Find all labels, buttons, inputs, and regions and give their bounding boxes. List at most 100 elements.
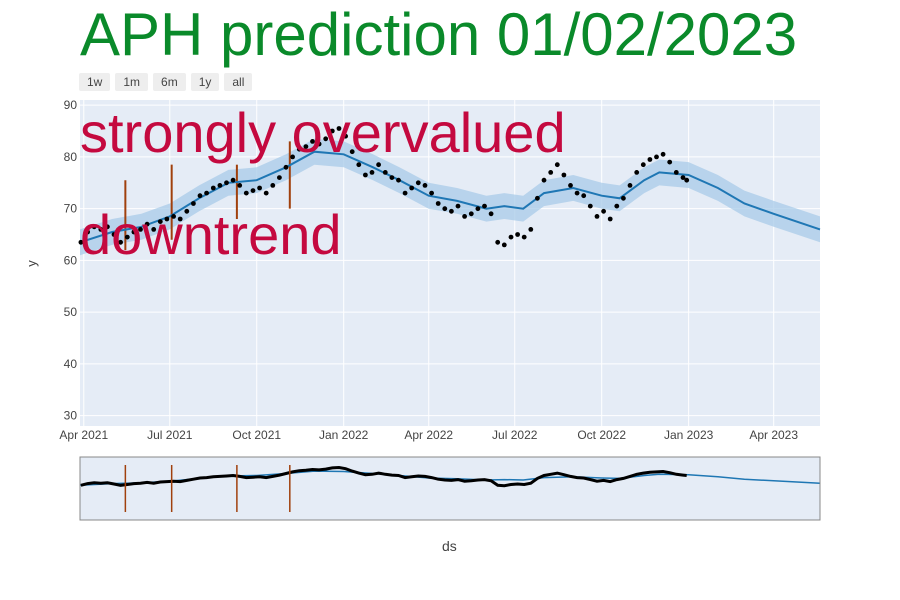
data-point <box>356 162 362 168</box>
y-tick-label: 60 <box>64 253 78 267</box>
data-point <box>105 224 110 230</box>
data-point <box>614 203 620 209</box>
data-point <box>363 172 368 178</box>
data-point <box>488 211 494 217</box>
data-point <box>171 214 177 219</box>
data-point <box>111 232 117 237</box>
data-point <box>78 239 84 245</box>
data-point <box>98 227 104 232</box>
data-point <box>449 208 454 214</box>
y-axis-label: y <box>23 260 39 267</box>
data-point <box>482 203 487 209</box>
data-point <box>310 139 315 144</box>
data-point <box>91 224 97 230</box>
data-point <box>409 185 415 191</box>
data-point <box>217 183 223 188</box>
data-point <box>243 190 249 196</box>
x-tick-label: Apr 2023 <box>749 428 798 442</box>
x-tick-label: Jan 2023 <box>664 428 714 442</box>
data-point <box>277 175 282 181</box>
y-tick-label: 90 <box>64 98 78 112</box>
y-tick-label: 40 <box>64 357 78 371</box>
data-point <box>402 190 408 196</box>
data-point <box>329 128 335 134</box>
data-point <box>429 190 434 196</box>
data-point <box>435 201 441 206</box>
data-point <box>343 133 348 139</box>
data-point <box>303 144 309 150</box>
x-tick-label: Oct 2022 <box>577 428 626 442</box>
data-point <box>462 214 467 219</box>
range-button-1w[interactable]: 1w <box>79 73 111 91</box>
data-point <box>554 162 560 168</box>
data-point <box>184 208 190 214</box>
data-point <box>131 229 137 235</box>
data-point <box>224 180 229 186</box>
data-point <box>164 216 170 222</box>
data-point <box>574 190 580 196</box>
data-point <box>535 195 540 201</box>
data-point <box>640 162 646 168</box>
data-point <box>270 183 276 188</box>
data-point <box>660 151 666 157</box>
data-point <box>673 170 679 175</box>
data-point <box>250 188 256 194</box>
valuation-annotation: strongly overvalued <box>80 101 566 164</box>
data-point <box>501 242 507 248</box>
data-point <box>177 216 183 222</box>
data-point <box>349 149 355 155</box>
data-point <box>654 154 659 160</box>
data-point <box>607 216 613 222</box>
data-point <box>621 195 626 201</box>
y-tick-label: 80 <box>64 150 78 164</box>
data-point <box>336 126 342 131</box>
data-point <box>237 183 243 188</box>
x-tick-label: Oct 2021 <box>232 428 281 442</box>
data-point <box>157 219 163 225</box>
data-point <box>515 232 520 237</box>
data-point <box>263 190 269 196</box>
data-point <box>389 175 395 181</box>
chart-title: APH prediction 01/02/2023 <box>80 1 798 68</box>
data-point <box>422 183 428 188</box>
range-button-1m[interactable]: 1m <box>115 73 149 91</box>
data-point <box>283 164 289 170</box>
range-button-all[interactable]: all <box>224 73 253 91</box>
y-tick-label: 50 <box>64 305 78 319</box>
range-slider[interactable] <box>79 456 821 521</box>
trend-annotation: downtrend <box>80 203 342 266</box>
y-tick-label: 30 <box>64 409 78 423</box>
y-tick-label: 70 <box>64 202 78 216</box>
slider-actual-line <box>80 465 687 488</box>
data-point <box>568 183 573 188</box>
data-point <box>369 170 375 175</box>
forecast-line <box>79 150 821 244</box>
data-point <box>124 234 130 240</box>
range-button-6m[interactable]: 6m <box>153 73 186 91</box>
data-point <box>684 177 690 183</box>
slider-background <box>80 457 820 520</box>
data-point <box>521 234 527 240</box>
data-point <box>561 172 567 178</box>
data-point <box>118 239 123 245</box>
data-point <box>415 180 421 186</box>
data-point <box>455 203 461 209</box>
data-point <box>627 183 633 188</box>
main-plot-area[interactable]: 30 40 50 60 70 80 90 Apr 2021 Jul 2021 Oct 2021 Ja… <box>59 98 821 442</box>
data-point <box>594 214 600 219</box>
range-button-1y[interactable]: 1y <box>190 73 220 91</box>
x-tick-label: Apr 2022 <box>404 428 453 442</box>
x-tick-label: Jul 2022 <box>492 428 538 442</box>
x-tick-label: Apr 2021 <box>59 428 108 442</box>
uncertainty-band <box>80 138 820 256</box>
data-point <box>647 157 653 162</box>
data-point <box>144 221 150 227</box>
data-point <box>85 229 90 235</box>
data-point <box>204 190 210 196</box>
data-point <box>468 211 474 217</box>
x-tick-label: Jul 2021 <box>147 428 193 442</box>
x-tick-label: Jan 2022 <box>319 428 369 442</box>
data-point <box>290 154 295 160</box>
data-point <box>138 227 143 232</box>
